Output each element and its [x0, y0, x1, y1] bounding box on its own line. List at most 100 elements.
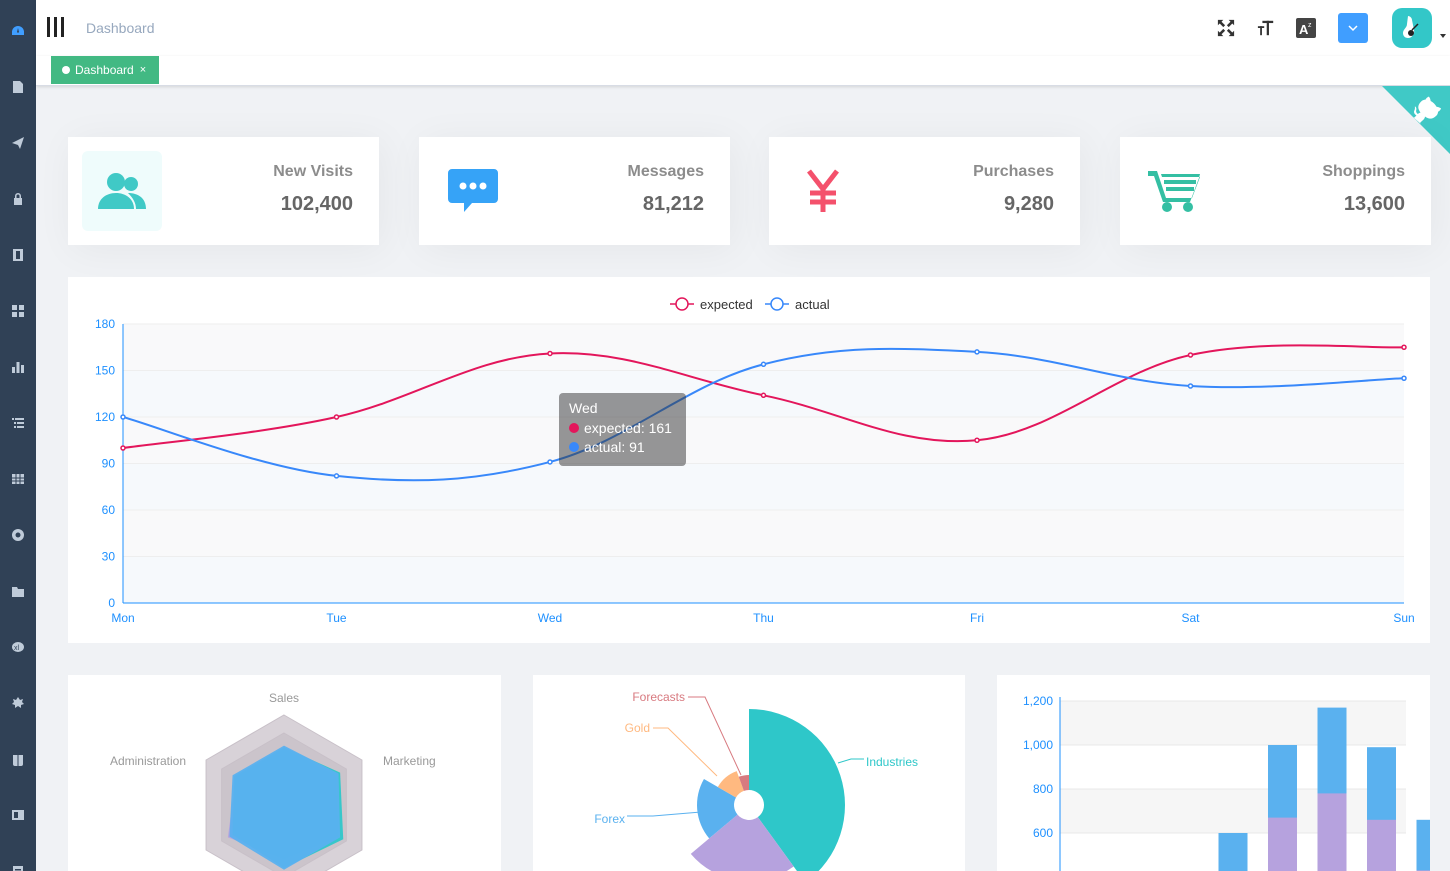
grid-band	[1060, 745, 1406, 789]
sidebar-item-excel[interactable]: xl	[0, 619, 36, 675]
sidebar-item-zip[interactable]	[0, 675, 36, 731]
y-tick-label: 1,000	[1023, 738, 1053, 752]
chart-icon	[12, 362, 24, 373]
legend-marker	[770, 297, 784, 311]
legend-item-expected[interactable]: expected	[670, 297, 753, 312]
x-tick-label: Tue	[326, 611, 347, 625]
x-tick-label: Fri	[970, 611, 984, 625]
breadcrumb[interactable]: Dashboard	[86, 20, 155, 36]
svg-text:xl: xl	[14, 645, 20, 652]
sidebar-item-document[interactable]	[0, 59, 36, 115]
sidebar-item-tab[interactable]	[0, 563, 36, 619]
data-point-expected[interactable]	[547, 350, 553, 357]
y-tick-label: 800	[1033, 782, 1053, 796]
x-tick-label: Sat	[1181, 611, 1200, 625]
card-purchases[interactable]: Purchases 9,280	[769, 137, 1080, 245]
sidebar-item-example[interactable]	[0, 507, 36, 563]
message-icon	[433, 151, 513, 231]
pie-slice-industries[interactable]	[749, 709, 845, 871]
sidebar-item-tree-table[interactable]	[0, 395, 36, 451]
card-value: 81,212	[642, 193, 704, 215]
hamburger-icon[interactable]	[47, 17, 65, 37]
pie-label-line	[688, 696, 742, 776]
grid-band	[1060, 701, 1406, 745]
data-point-actual[interactable]	[1401, 375, 1407, 381]
data-point-actual[interactable]	[120, 414, 126, 420]
x-tick-label: Wed	[538, 611, 562, 625]
line-chart[interactable]: 0 30 60 90 120 150 180 Mon Tue Wed Thu Fri Sat Sun exp…	[68, 277, 1430, 643]
size-icon[interactable]	[1254, 16, 1278, 40]
radar-chart[interactable]: Sales Marketing Administration	[68, 675, 501, 871]
sidebar-item-component[interactable]	[0, 227, 36, 283]
sidebar-item-clipboard[interactable]	[0, 843, 36, 871]
legend-item-actual[interactable]: actual	[765, 297, 830, 312]
bar-segment[interactable]	[1317, 793, 1347, 871]
y-tick-label: 600	[1033, 826, 1053, 840]
tooltip-title: Wed	[569, 400, 598, 416]
y-tick-label: 0	[108, 596, 115, 610]
data-point-actual[interactable]	[333, 473, 340, 479]
card-shoppings[interactable]: Shoppings 13,600	[1120, 137, 1431, 245]
pie-slice-forex[interactable]	[697, 779, 738, 839]
sidebar-item-chart[interactable]	[0, 339, 36, 395]
data-point-actual[interactable]	[974, 349, 980, 355]
svg-text:A: A	[1299, 22, 1309, 37]
theme-picker[interactable]	[1338, 13, 1368, 43]
tooltip-actual-dot	[569, 442, 579, 452]
sidebar-item-pdf[interactable]	[0, 787, 36, 843]
avatar[interactable]	[1392, 8, 1432, 48]
data-point-expected[interactable]	[974, 437, 980, 443]
github-corner-icon[interactable]	[1382, 86, 1450, 154]
y-tick-label: 30	[102, 550, 116, 564]
tree-table-icon	[12, 418, 24, 428]
grid-band	[123, 556, 1404, 603]
data-point-actual[interactable]	[1187, 383, 1194, 389]
sidebar-item-dashboard[interactable]	[0, 3, 36, 59]
pie-slice-forecasts[interactable]	[738, 775, 749, 791]
radar-series-area[interactable]	[229, 745, 341, 870]
bar-total[interactable]	[1416, 819, 1431, 871]
pie-chart[interactable]: Industries Forex Gold Forecasts	[533, 675, 965, 871]
data-point-expected[interactable]	[1401, 344, 1407, 350]
legend-marker	[675, 297, 689, 311]
chevron-down-icon[interactable]	[1440, 34, 1446, 38]
data-point-expected[interactable]	[333, 414, 340, 420]
bar-total[interactable]	[1218, 833, 1248, 871]
fullscreen-icon[interactable]	[1214, 16, 1238, 40]
tag-dashboard[interactable]: Dashboard ×	[51, 56, 160, 84]
lock-icon	[14, 193, 22, 205]
card-title: Shoppings	[1322, 163, 1405, 180]
y-tick-label: 90	[102, 457, 116, 471]
card-new-visits[interactable]: New Visits 102,400	[68, 137, 379, 245]
data-point-actual[interactable]	[547, 459, 553, 465]
sidebar-item-guide[interactable]	[0, 115, 36, 171]
bar-segment[interactable]	[1268, 817, 1297, 871]
shopping-cart-icon	[1134, 151, 1214, 231]
card-messages[interactable]: Messages 81,212	[419, 137, 730, 245]
sidebar-item-nested[interactable]	[0, 283, 36, 339]
sidebar-item-bug[interactable]	[0, 731, 36, 787]
pie-slice-5[interactable]	[690, 814, 794, 871]
bar-chart-panel: 600 800 1,000 1,200	[997, 675, 1430, 871]
tooltip-expected: expected: 161	[584, 420, 672, 436]
card-title: New Visits	[273, 163, 353, 180]
sidebar-item-lock[interactable]	[0, 171, 36, 227]
document-icon	[13, 81, 23, 93]
sidebar-item-table[interactable]	[0, 451, 36, 507]
money-icon	[783, 151, 863, 231]
grid-band	[123, 510, 1404, 557]
bar-segment[interactable]	[1367, 819, 1396, 871]
pie-slice-gold[interactable]	[717, 771, 744, 798]
pie-label-line	[837, 758, 864, 764]
clipboard-icon	[13, 866, 23, 871]
data-point-expected[interactable]	[1187, 352, 1194, 358]
data-point-expected[interactable]	[120, 445, 126, 451]
close-icon[interactable]: ×	[139, 64, 147, 76]
pie-chart-panel: Industries Forex Gold Forecasts	[533, 675, 965, 871]
legend-label: actual	[795, 297, 830, 312]
bar-chart[interactable]: 600 800 1,000 1,200	[997, 675, 1430, 871]
grid-band	[123, 417, 1404, 464]
data-point-actual[interactable]	[760, 361, 767, 368]
data-point-expected[interactable]	[760, 392, 767, 399]
